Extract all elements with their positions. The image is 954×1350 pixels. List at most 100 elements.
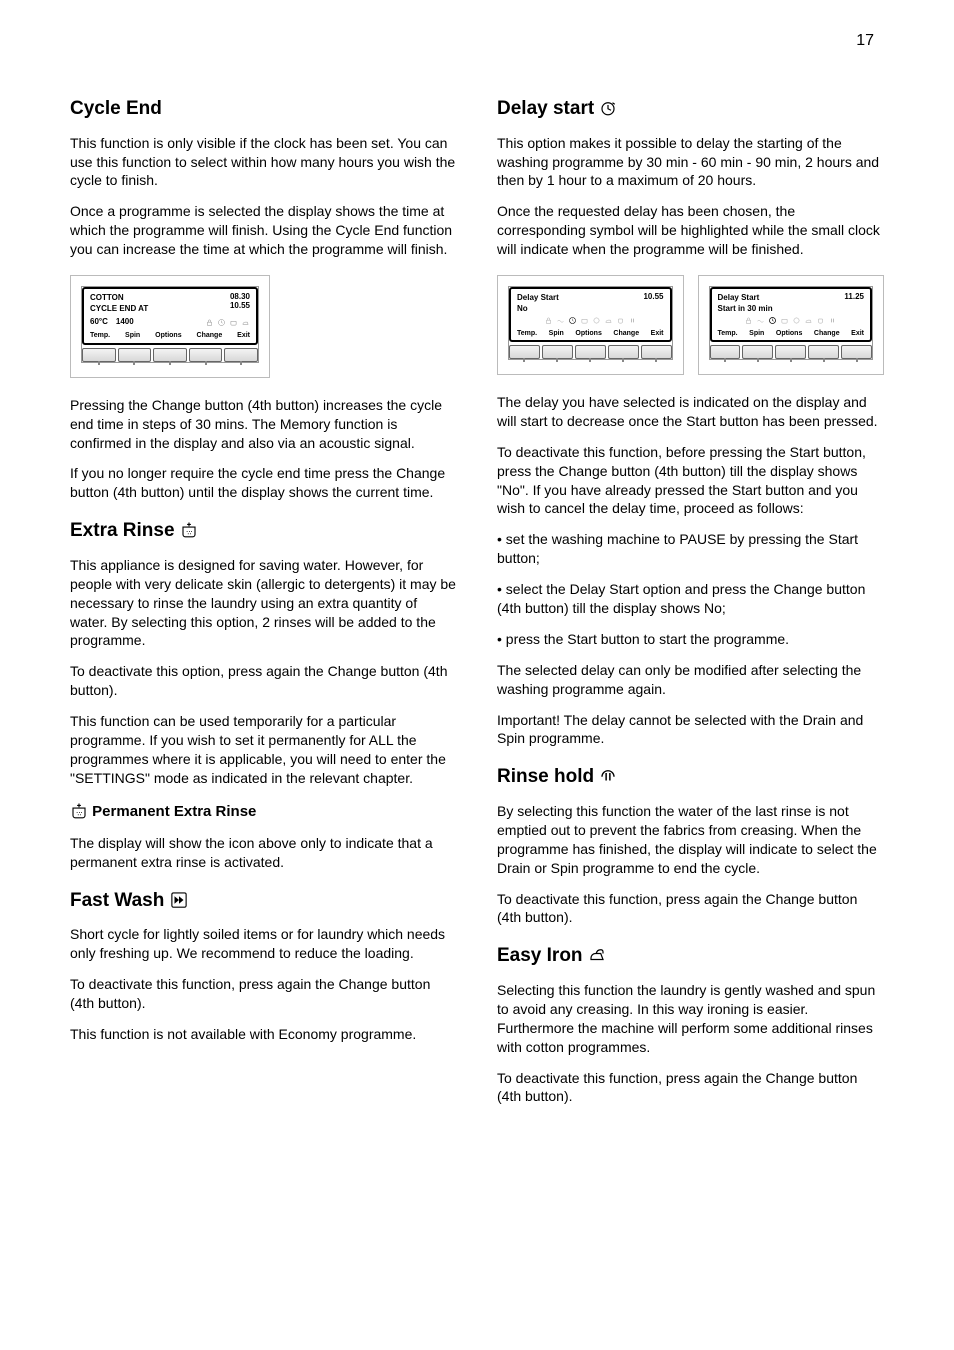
extra-rinse-heading: Extra Rinse [70,518,457,544]
exit-button[interactable] [841,345,872,359]
delay-start-text-5: The selected delay can only be modified … [497,661,884,699]
left-column: Cycle End This function is only visible … [70,90,457,1108]
easy-iron-heading: Easy Iron [497,943,884,969]
extra-rinse-text-1: This appliance is designed for saving wa… [70,556,457,650]
options-button[interactable] [775,345,806,359]
delay-start-text-2: Once the requested delay has been chosen… [497,202,884,259]
lcd-btn-label-spin: Spin [749,329,764,338]
extra-rinse-text-3: This function can be used temporarily fo… [70,712,457,788]
lock-icon [544,316,553,325]
wave-icon [556,316,565,325]
spin-button[interactable] [542,345,573,359]
lcd-delay-value: Start in 30 min [718,304,773,315]
easy-iron-text-2: To deactivate this function, press again… [497,1069,884,1107]
options-button[interactable] [153,348,187,362]
delay-start-text-4: To deactivate this function, before pres… [497,443,884,519]
lcd-delay-title: Delay Start [517,293,559,304]
lcd-temp-value: 60°C [90,317,108,328]
permanent-extra-rinse-icon [70,802,88,820]
lock-icon [744,316,753,325]
lcd-btn-label-options: Options [155,331,181,340]
pause-mini-icon [628,316,637,325]
cup-mini-icon [616,316,625,325]
temp-button[interactable] [82,348,116,362]
tub-mini-icon [229,318,238,327]
spin-button[interactable] [742,345,773,359]
iron-mini-icon [804,316,813,325]
lcd-btn-label-options: Options [776,329,802,338]
iron-mini-icon [241,318,250,327]
lcd-spin-value: 1400 [116,317,134,328]
wave-icon [756,316,765,325]
lcd-cycle-end-label: CYCLE END AT [90,304,148,315]
permanent-extra-rinse-text: The display will show the icon above onl… [70,834,457,872]
delay-start-important: Important! The delay cannot be selected … [497,711,884,749]
lcd-screen: Delay Start Start in 30 min 11.25 [710,287,873,342]
lcd-btn-label-change: Change [197,331,223,340]
exit-button[interactable] [224,348,258,362]
change-button[interactable] [189,348,223,362]
fast-wash-text-1: Short cycle for lightly soiled items or … [70,925,457,963]
lcd-btn-label-change: Change [613,329,639,338]
lcd-btn-label-exit: Exit [651,329,664,338]
clock-mini-icon [768,316,777,325]
change-button[interactable] [608,345,639,359]
cycle-end-heading: Cycle End [70,96,457,122]
delay-start-clock-icon [599,99,617,117]
cycle-end-text-2: Once a programme is selected the display… [70,202,457,259]
delay-start-bullet-1: • set the washing machine to PAUSE by pr… [497,530,884,568]
lcd-time-end: 10.55 [230,302,250,311]
permanent-extra-rinse-label: Permanent Extra Rinse [70,802,457,822]
temp-button[interactable] [509,345,540,359]
delay-start-heading: Delay start [497,96,884,122]
lcd-btn-label-change: Change [814,329,840,338]
lcd-btn-label-temp: Temp. [517,329,537,338]
lcd-btn-label-temp: Temp. [718,329,738,338]
display-panel-delay-30: Delay Start Start in 30 min 11.25 [698,275,885,375]
lcd-btn-label-exit: Exit [851,329,864,338]
change-button[interactable] [808,345,839,359]
delay-start-text-3: The delay you have selected is indicated… [497,393,884,431]
cycle-end-text-3: Pressing the Change button (4th button) … [70,396,457,453]
lcd-btn-label-options: Options [575,329,601,338]
page-content: Cycle End This function is only visible … [0,0,954,1148]
delay-start-bullet-3: • press the Start button to start the pr… [497,630,884,649]
delay-start-text-1: This option makes it possible to delay t… [497,134,884,191]
lcd-screen: Delay Start No 10.55 [509,287,672,342]
extra-rinse-text-2: To deactivate this option, press again t… [70,662,457,700]
spin-mini-icon [792,316,801,325]
cycle-end-text-1: This function is only visible if the clo… [70,134,457,191]
iron-mini-icon [604,316,613,325]
temp-button[interactable] [710,345,741,359]
cup-mini-icon [816,316,825,325]
lcd-btn-label-spin: Spin [125,331,140,340]
spin-mini-icon [592,316,601,325]
cycle-end-text-4: If you no longer require the cycle end t… [70,464,457,502]
options-button[interactable] [575,345,606,359]
display-panel-delay-no: Delay Start No 10.55 [497,275,684,375]
lcd-time: 10.55 [643,293,663,302]
rinse-hold-icon [599,767,617,785]
easy-iron-text-1: Selecting this function the laundry is g… [497,981,884,1057]
lcd-btn-label-temp: Temp. [90,331,110,340]
rinse-hold-text-1: By selecting this function the water of … [497,802,884,878]
fast-wash-text-3: This function is not available with Econ… [70,1025,457,1044]
fast-wash-heading: Fast Wash [70,888,457,914]
delay-start-bullet-2: • select the Delay Start option and pres… [497,580,884,618]
display-panel-cycle-end: COTTON CYCLE END AT 08.30 10.55 60°C 140… [70,275,270,378]
rinse-hold-heading: Rinse hold [497,764,884,790]
tub-mini-icon [780,316,789,325]
lcd-btn-label-exit: Exit [237,331,250,340]
lcd-screen: COTTON CYCLE END AT 08.30 10.55 60°C 140… [82,287,258,345]
spin-button[interactable] [118,348,152,362]
clock-mini-icon [217,318,226,327]
exit-button[interactable] [641,345,672,359]
lcd-btn-label-spin: Spin [549,329,564,338]
lock-icon [205,318,214,327]
extra-rinse-icon [180,521,198,539]
easy-iron-icon [588,946,606,964]
lcd-delay-value: No [517,304,559,315]
fast-wash-icon [170,891,188,909]
page-number: 17 [856,30,874,52]
lcd-delay-title: Delay Start [718,293,773,304]
